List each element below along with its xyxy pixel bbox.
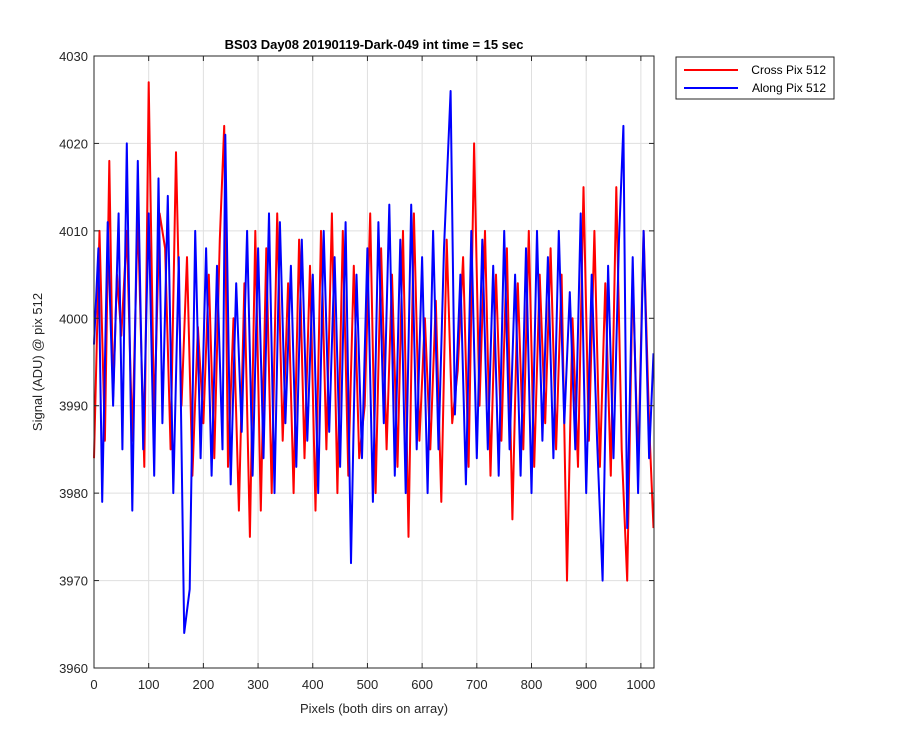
y-tick-label: 4010 [59, 224, 88, 239]
x-tick-label: 500 [357, 677, 379, 692]
legend-label-along: Along Pix 512 [752, 81, 826, 95]
y-tick-label: 4020 [59, 136, 88, 151]
x-tick-label: 1000 [626, 677, 655, 692]
chart-title: BS03 Day08 20190119-Dark-049 int time = … [225, 37, 524, 52]
x-tick-label: 0 [90, 677, 97, 692]
x-tick-label: 100 [138, 677, 160, 692]
series-layer [93, 81, 655, 634]
x-axis-title: Pixels (both dirs on array) [300, 701, 448, 716]
series-line-along-pix-512 [93, 90, 655, 634]
y-tick-label: 4000 [59, 311, 88, 326]
x-tick-label: 900 [575, 677, 597, 692]
x-tick-label: 700 [466, 677, 488, 692]
ticks: 0 100 200 300 400 500 600 700 800 900 1000 3960 3970… [59, 49, 655, 692]
y-tick-label: 3990 [59, 399, 88, 414]
series-line-cross-pix-512 [93, 81, 655, 582]
y-tick-label: 4030 [59, 49, 88, 64]
y-tick-label: 3960 [59, 661, 88, 676]
x-tick-label: 800 [521, 677, 543, 692]
legend-box [675, 56, 835, 100]
y-tick-label: 3970 [59, 574, 88, 589]
legend: Cross Pix 512 Along Pix 512 [675, 56, 835, 100]
x-tick-label: 200 [193, 677, 215, 692]
legend-label-cross: Cross Pix 512 [751, 63, 826, 77]
x-tick-label: 300 [247, 677, 269, 692]
x-tick-label: 400 [302, 677, 324, 692]
plot-frame [93, 55, 655, 669]
y-axis-title: Signal (ADU) @ pix 512 [30, 293, 45, 431]
y-tick-label: 3980 [59, 486, 88, 501]
x-tick-label: 600 [411, 677, 433, 692]
